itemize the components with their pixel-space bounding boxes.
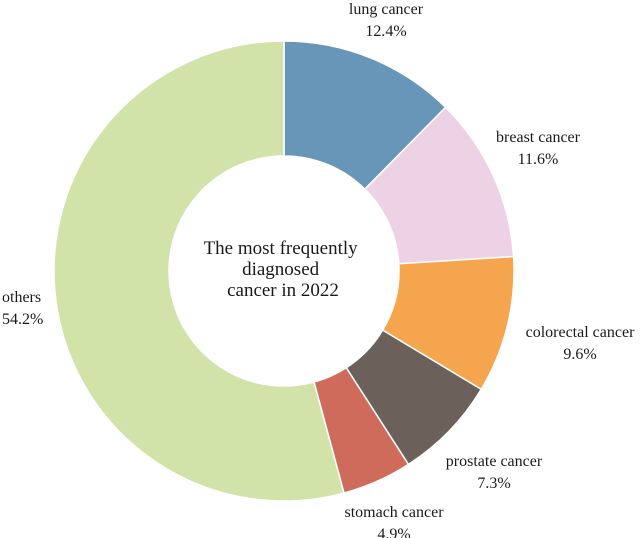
slice-label-stomach-cancer: stomach cancer 4.9% [344, 504, 444, 538]
slices-group [53, 40, 515, 502]
slice-name: lung cancer [349, 1, 424, 18]
center-title-line-3: cancer in 2022 [227, 280, 339, 301]
slice-name: colorectal cancer [526, 324, 635, 341]
slice-label-breast-cancer: breast cancer 11.6% [496, 129, 581, 168]
slice-label-colorectal-cancer: colorectal cancer 9.6% [526, 324, 635, 363]
slice-name: prostate cancer [446, 453, 543, 470]
slice-value: 11.6% [518, 151, 559, 168]
slice-value: 9.6% [563, 346, 596, 363]
slice-value: 54.2% [2, 311, 43, 328]
slice-label-others: others 54.2% [2, 289, 43, 328]
center-title-line-1: The most frequently [204, 238, 359, 259]
slice-name: others [2, 289, 41, 306]
slice-value: 12.4% [365, 23, 406, 40]
slice-name: stomach cancer [344, 504, 444, 521]
center-title-line-2: diagnosed [242, 259, 320, 280]
slice-name: breast cancer [496, 129, 581, 146]
slice-label-lung-cancer: lung cancer 12.4% [349, 1, 424, 40]
slice-value: 7.3% [477, 475, 510, 492]
slice-value: 4.9% [377, 526, 410, 538]
slice-others [53, 40, 345, 502]
slice-label-prostate-cancer: prostate cancer 7.3% [446, 453, 543, 492]
center-title: The most frequently diagnosed cancer in … [204, 238, 363, 301]
